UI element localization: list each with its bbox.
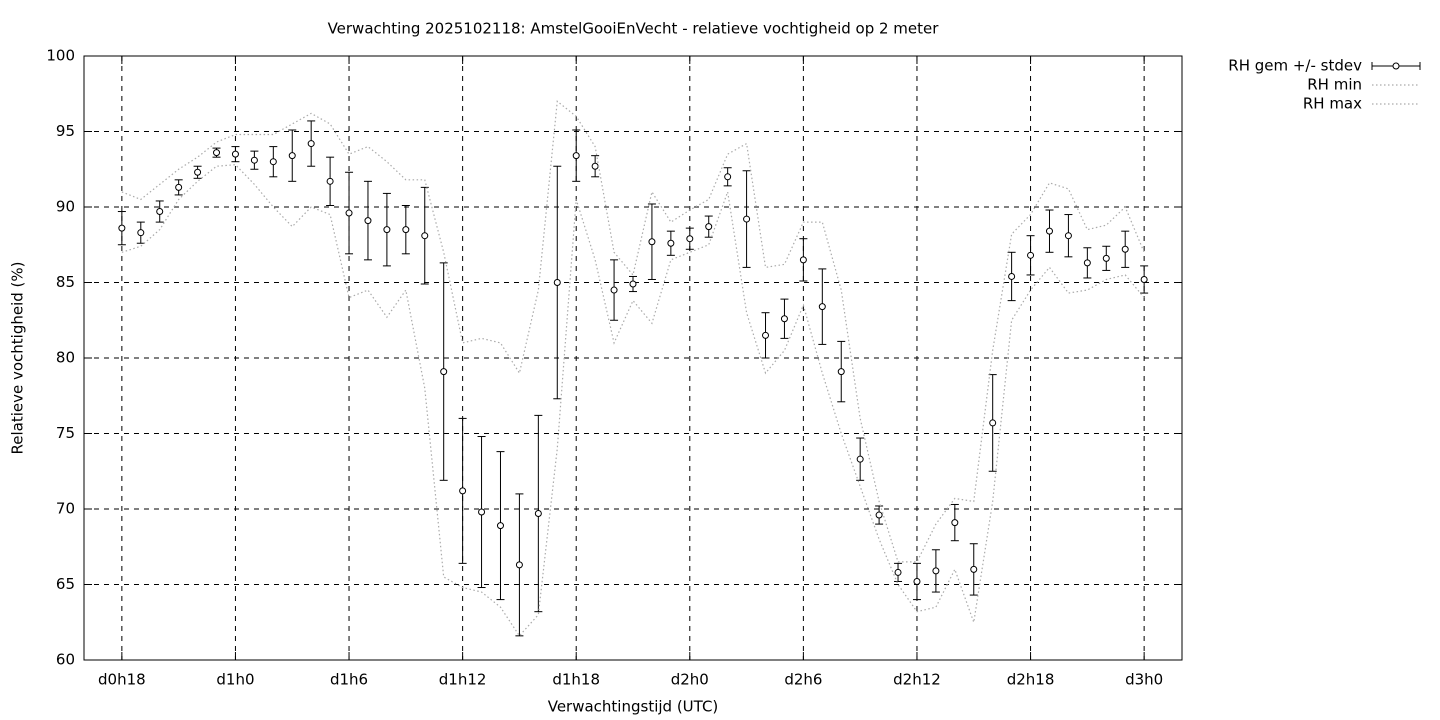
point — [762, 331, 770, 339]
y-tick-label: 70 — [56, 500, 75, 518]
point — [875, 511, 883, 519]
point — [591, 162, 599, 170]
point — [837, 368, 845, 376]
point — [705, 223, 713, 231]
point — [459, 487, 467, 495]
x-tick-label: d1h0 — [216, 671, 254, 689]
point — [364, 217, 372, 225]
point — [1064, 232, 1072, 240]
legend-swatch — [1392, 62, 1400, 70]
plot-frame — [83, 55, 1183, 661]
point — [402, 226, 410, 234]
point — [118, 224, 126, 232]
point — [345, 209, 353, 217]
y-tick-label: 65 — [56, 575, 75, 593]
point — [231, 150, 239, 158]
x-tick-label: d0h18 — [98, 671, 146, 689]
x-tick-label: d1h18 — [552, 671, 600, 689]
y-tick-label: 95 — [56, 122, 75, 140]
point — [383, 226, 391, 234]
point — [194, 168, 202, 176]
point — [610, 286, 618, 294]
point — [553, 279, 561, 286]
x-tick-label: d2h6 — [784, 671, 822, 689]
point — [288, 152, 296, 160]
x-tick-label: d2h0 — [671, 671, 709, 689]
point — [250, 156, 258, 164]
point — [913, 577, 921, 585]
point — [175, 183, 183, 191]
point — [629, 280, 637, 288]
point — [818, 303, 826, 311]
point — [894, 568, 902, 576]
y-tick-label: 80 — [56, 349, 75, 367]
point — [440, 368, 448, 376]
point — [137, 229, 145, 237]
chart-title: Verwachting 2025102118: AmstelGooiEnVech… — [328, 20, 940, 38]
y-tick-label: 85 — [56, 273, 75, 291]
point — [686, 235, 694, 243]
point — [156, 208, 164, 216]
legend-label: RH max — [1303, 95, 1362, 113]
point — [951, 519, 959, 527]
min-max-line — [121, 100, 1145, 563]
point — [1102, 254, 1110, 262]
point — [799, 256, 807, 264]
point — [724, 173, 732, 181]
point — [326, 177, 334, 185]
point — [515, 561, 523, 569]
y-tick-label: 75 — [56, 424, 75, 442]
point — [478, 508, 486, 516]
point — [1121, 245, 1129, 253]
point — [1045, 227, 1053, 235]
x-tick-label: d2h12 — [893, 671, 941, 689]
point — [856, 455, 864, 463]
point — [496, 522, 504, 530]
point — [307, 140, 315, 148]
y-tick-label: 90 — [56, 198, 75, 216]
point — [970, 565, 978, 573]
point — [989, 419, 997, 427]
point — [780, 315, 788, 323]
x-tick-label: d1h12 — [439, 671, 487, 689]
point — [421, 232, 429, 240]
x-axis-label: Verwachtingstijd (UTC) — [548, 698, 719, 716]
point — [1083, 259, 1091, 267]
y-axis-label: Relatieve vochtigheid (%) — [9, 261, 27, 454]
x-tick-label: d2h18 — [1007, 671, 1055, 689]
x-tick-label: d3h0 — [1125, 671, 1163, 689]
point — [743, 215, 751, 223]
legend-label: RH gem +/- stdev — [1228, 57, 1362, 75]
point — [269, 158, 277, 166]
point — [648, 238, 656, 246]
min-max-line — [121, 164, 1145, 637]
point — [1140, 275, 1148, 283]
point — [667, 239, 675, 247]
x-tick-label: d1h6 — [330, 671, 368, 689]
point — [534, 510, 542, 518]
y-tick-label: 100 — [46, 47, 75, 65]
y-tick-label: 60 — [56, 651, 75, 669]
point — [213, 149, 221, 157]
point — [1027, 251, 1035, 259]
point — [932, 567, 940, 575]
legend-label: RH min — [1307, 76, 1362, 94]
point — [1008, 272, 1016, 280]
point — [572, 152, 580, 160]
